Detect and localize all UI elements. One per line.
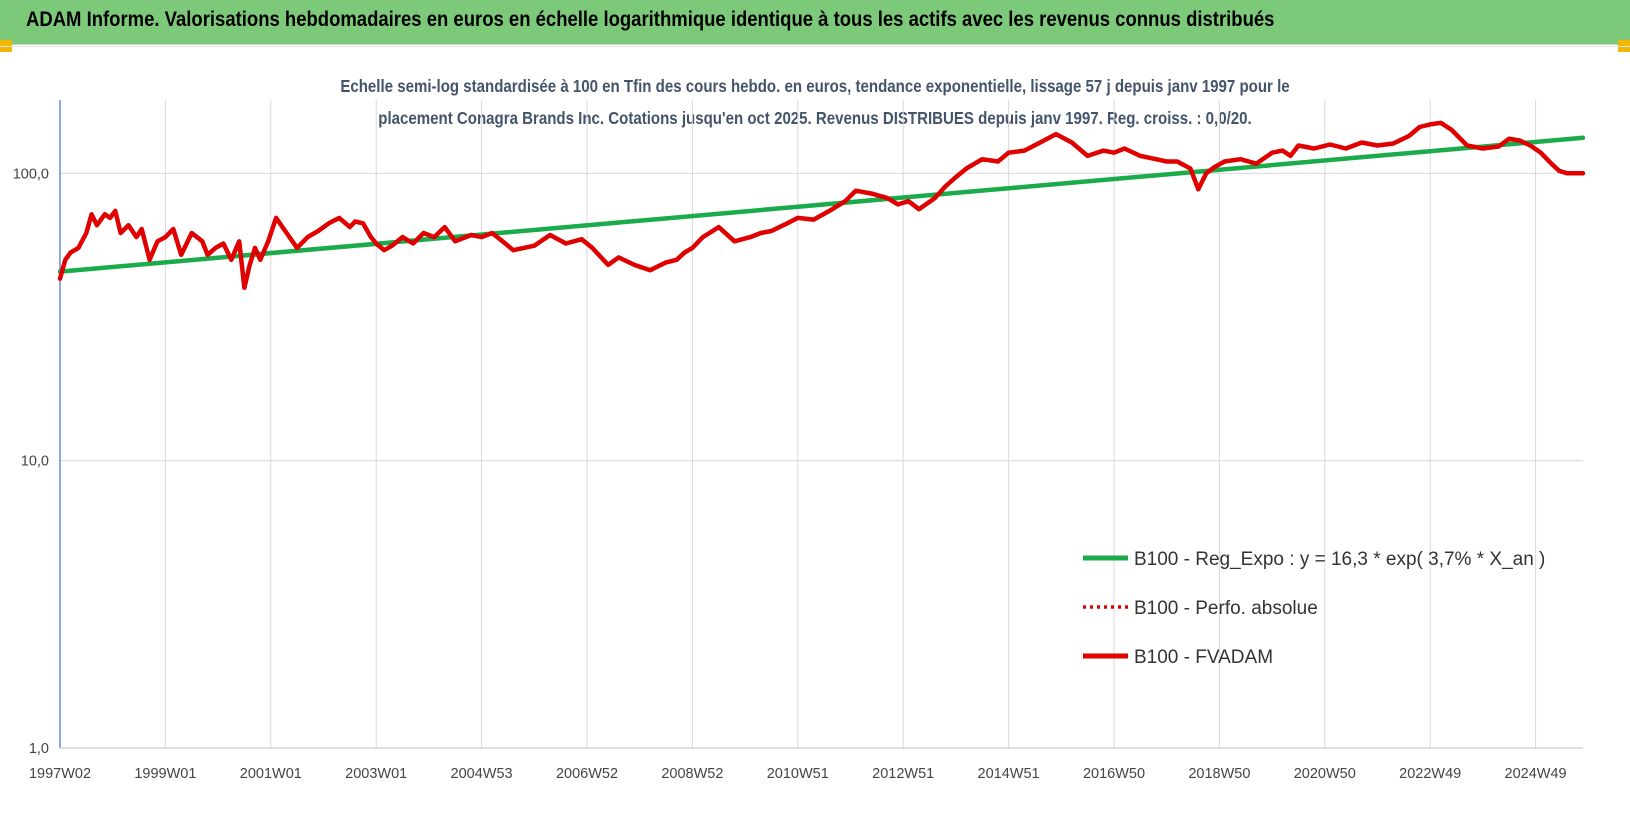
x-tick-label: 1999W01 [134,766,196,782]
x-tick-label: 1997W02 [29,766,91,782]
chart-title-line-1: Echelle semi-log standardisée à 100 en T… [340,76,1290,96]
y-tick-label: 100,0 [13,166,49,182]
chart-area [0,46,1630,816]
chart-title: Echelle semi-log standardisée à 100 en T… [200,70,1430,134]
y-tick-label: 1,0 [29,741,49,757]
legend-label-2: B100 - Perfo. absolue [1134,598,1318,619]
legend-label-1: B100 - Reg_Expo : y = 16,3 * exp( 3,7% *… [1134,549,1545,570]
y-tick-label: 10,0 [21,454,49,470]
x-tick-label: 2020W50 [1294,766,1356,782]
legend: B100 - Reg_Expo : y = 16,3 * exp( 3,7% *… [1083,549,1545,668]
x-tick-label: 2022W49 [1399,766,1461,782]
x-tick-label: 2001W01 [240,766,302,782]
x-tick-label: 2010W51 [767,766,829,782]
chart-title-line-2: placement Conagra Brands Inc. Cotations … [378,108,1252,128]
x-tick-label: 2006W52 [556,766,618,782]
x-tick-label: 2008W52 [661,766,723,782]
x-tick-label: 2004W53 [451,766,513,782]
axes: 1997W02 1999W01 2001W01 2003W01 2004W53 2006W… [13,100,1583,782]
x-tick-label: 2012W51 [872,766,934,782]
page-banner: ADAM Informe. Valorisations hebdomadaire… [0,0,1630,45]
legend-label-3: B100 - FVADAM [1134,647,1273,668]
banner-title: ADAM Informe. Valorisations hebdomadaire… [26,7,1275,31]
x-tick-label: 2016W50 [1083,766,1145,782]
x-tick-label: 2024W49 [1505,766,1567,782]
series-line-1 [57,135,1586,274]
grid [60,100,1583,749]
series-layer [57,120,1586,290]
x-tick-label: 2003W01 [345,766,407,782]
series-line-3 [57,120,1586,290]
x-tick-label: 2014W51 [978,766,1040,782]
x-tick-label: 2018W50 [1188,766,1250,782]
